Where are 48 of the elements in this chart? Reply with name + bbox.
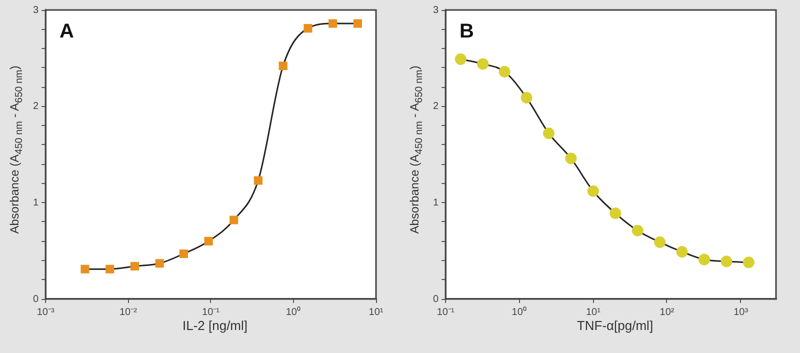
y-tick-label: 3 <box>433 4 439 16</box>
y-tick-label: 1 <box>33 197 39 208</box>
point <box>720 256 732 268</box>
point <box>328 19 338 28</box>
x-axis-title: TNF-α[pg/ml] <box>576 318 654 333</box>
y-tick-label: 3 <box>33 4 39 16</box>
x-tick-label: 10⁻² <box>119 306 138 318</box>
y-tick-label: 0 <box>33 294 39 305</box>
x-tick-label: 10⁻¹ <box>202 306 220 318</box>
point <box>454 53 466 65</box>
y-tick-label: 1 <box>433 197 439 208</box>
point <box>676 246 688 258</box>
text: B <box>460 20 474 43</box>
point <box>204 236 213 246</box>
x-tick-label: 10¹ <box>586 306 602 318</box>
point <box>80 264 90 274</box>
text: A <box>60 20 74 43</box>
x-tick-label: 10⁰ <box>512 306 527 318</box>
y-tick-label: 2 <box>33 101 39 112</box>
point <box>254 176 262 185</box>
point <box>230 216 238 224</box>
point <box>565 152 577 164</box>
point <box>610 208 622 220</box>
point <box>304 24 312 33</box>
x-tick-label: 10⁰ <box>286 306 301 318</box>
point <box>353 19 362 28</box>
y-tick-label: 2 <box>433 101 439 112</box>
point <box>179 249 188 258</box>
point <box>742 256 754 268</box>
point <box>477 58 489 70</box>
point <box>632 224 644 236</box>
point <box>520 92 532 104</box>
point <box>698 254 710 266</box>
x-axis-title: IL-2 [ng/ml] <box>181 318 249 333</box>
x-tick-label: 10² <box>660 306 675 318</box>
x-tick-label: 10⁻¹ <box>436 306 455 318</box>
point <box>155 259 164 268</box>
point <box>106 264 114 274</box>
point <box>542 128 554 140</box>
point <box>498 66 510 78</box>
x-tick-label: 10¹ <box>368 306 384 318</box>
x-tick-label: 10³ <box>734 306 749 318</box>
point <box>587 185 599 197</box>
point <box>278 62 288 70</box>
y-tick-label: 0 <box>433 294 439 305</box>
x-tick-label: 10⁻³ <box>36 306 55 318</box>
point <box>130 262 139 271</box>
point <box>654 236 666 248</box>
